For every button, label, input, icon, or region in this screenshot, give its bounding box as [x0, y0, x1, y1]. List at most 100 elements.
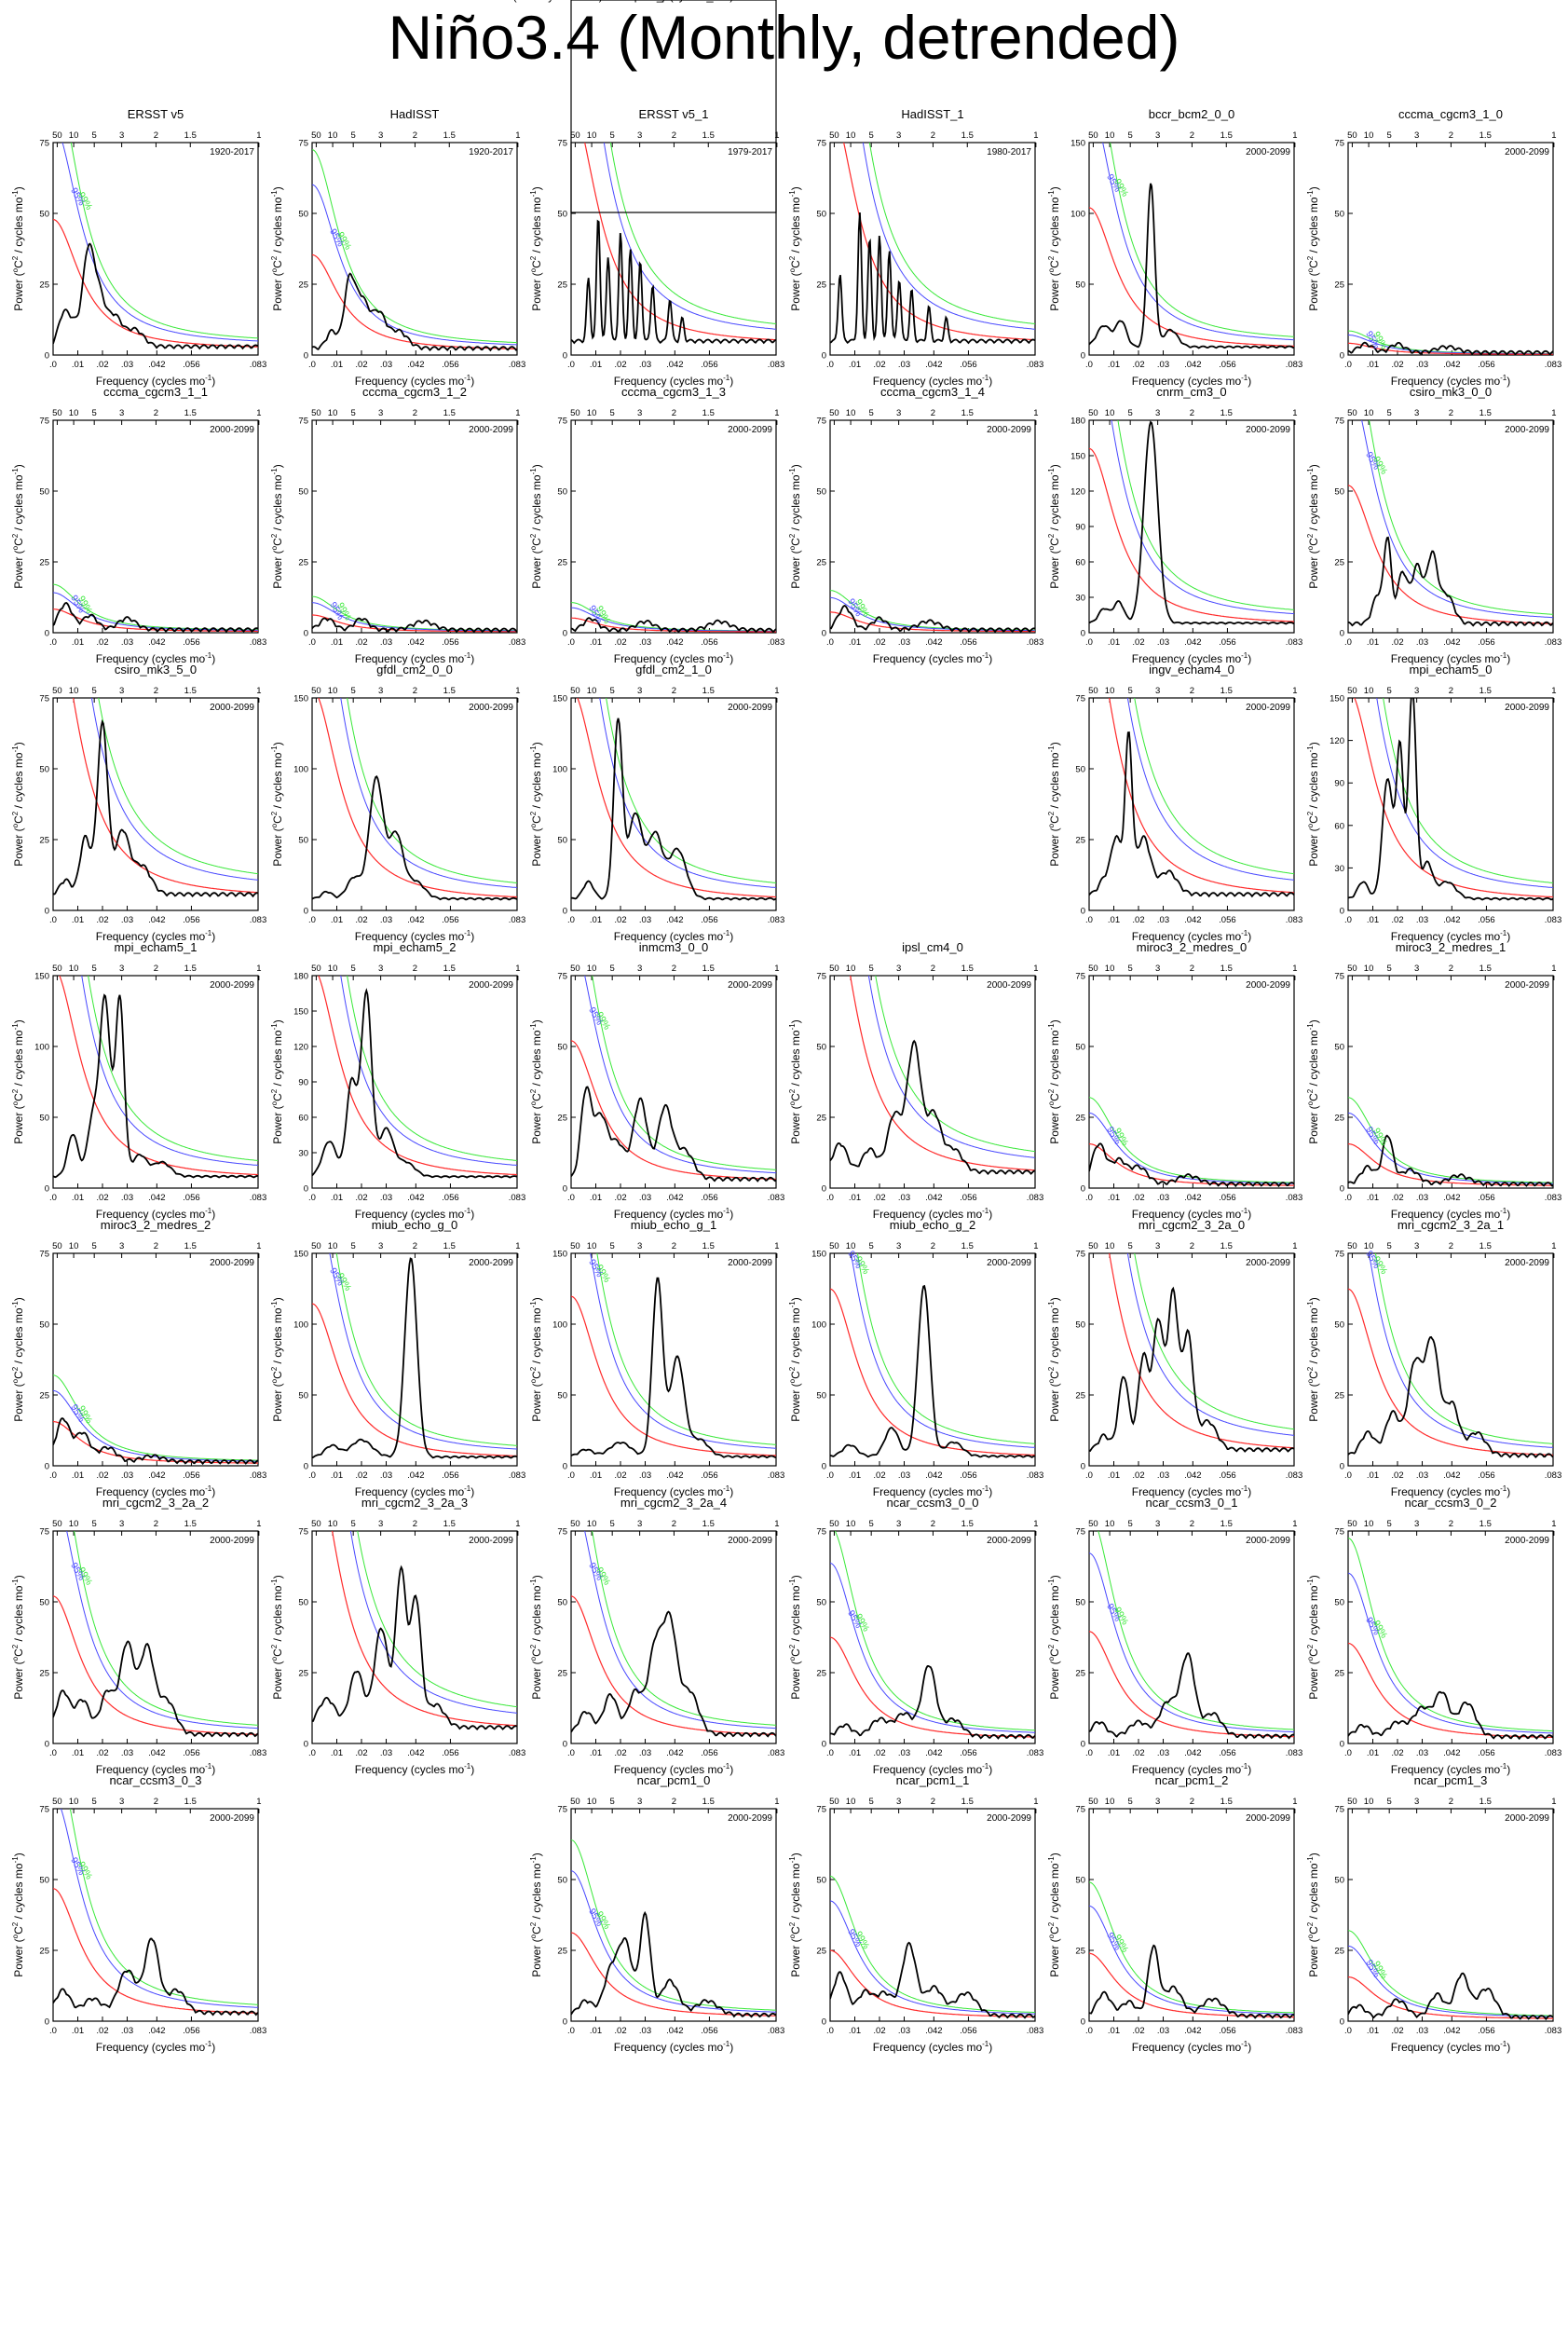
- period-tick-label: 1.5: [1479, 686, 1492, 696]
- x-tick-label: .01: [331, 915, 343, 925]
- period-tick-label: 3: [637, 1797, 642, 1807]
- x-axis-label: Frequency (cycles mo-1): [614, 1484, 734, 1498]
- spectrum-line: [312, 617, 517, 633]
- period-tick-label: 50: [311, 964, 321, 974]
- red-noise-curve: [571, 1595, 776, 1735]
- x-tick-label: .03: [639, 1470, 651, 1481]
- x-tick-label: .042: [1443, 637, 1461, 648]
- period-tick-label: 2: [931, 408, 935, 418]
- ci99-curve: [856, 1253, 1035, 1444]
- period-tick-label: 1.5: [702, 964, 715, 974]
- x-tick-label: .03: [380, 637, 392, 648]
- ci95-curve: [830, 1900, 1035, 2015]
- ci99-curve: [88, 976, 258, 1161]
- period-tick-label: 1: [1551, 1797, 1556, 1807]
- period-tick-label: 1: [1551, 1241, 1556, 1251]
- y-tick-label: 25: [1334, 558, 1344, 568]
- period-tick-label: 1: [1033, 408, 1038, 418]
- period-tick-label: 1.5: [1479, 964, 1492, 974]
- x-tick-label: .042: [148, 1193, 166, 1203]
- period-tick-label: 5: [1128, 964, 1133, 974]
- plot-frame: [570, 1252, 777, 1467]
- plot-frame: [1347, 975, 1554, 1189]
- chart-cccma-cgcm3-1-4: cccma_cgcm3_1_4 2000-2099 .0 .01 .02 .03 .042.…: [788, 385, 1043, 665]
- period-tick-label: 10: [1364, 1241, 1374, 1251]
- y-tick-label: 75: [1334, 1527, 1344, 1538]
- plot-frame: [829, 1530, 1036, 1744]
- y-tick-label: 75: [39, 139, 49, 149]
- x-axis-label: Frequency (cycles mo-1): [1132, 1484, 1252, 1498]
- period-tick-label: 3: [896, 1241, 901, 1251]
- period-tick-label: 1: [256, 964, 261, 974]
- chart-title: ncar_pcm1_3: [1414, 1773, 1488, 1787]
- red-noise-curve: [1348, 485, 1553, 624]
- y-axis-label: Power (oC2 / cycles mo-1): [529, 1575, 543, 1699]
- chart-mri-cgcm2-3-2a-1: mri_cgcm2_3_2a_1 2000-2099 .0 .01 .02 .03 .042…: [1306, 1218, 1561, 1498]
- x-tick-label: .056: [1219, 915, 1236, 925]
- y-axis-label: Power (oC2 / cycles mo-1): [11, 1575, 25, 1699]
- y-tick-label: 150: [1070, 452, 1085, 462]
- ci99-curve: [592, 1531, 776, 1726]
- ci95-curve: [599, 698, 776, 888]
- period-label: 2000-2099: [1246, 703, 1290, 713]
- period-tick-label: 5: [610, 686, 615, 696]
- period-tick-label: 3: [1155, 1241, 1160, 1251]
- y-axis-label: Power (oC2 / cycles mo-1): [788, 1853, 802, 1976]
- period-label: 2000-2099: [1505, 1813, 1549, 1824]
- x-tick-label: .083: [1027, 1470, 1044, 1481]
- y-axis-label: Power (oC2 / cycles mo-1): [529, 464, 543, 588]
- x-tick-label: .03: [898, 360, 910, 370]
- period-tick-label: 50: [1347, 1797, 1357, 1807]
- red-noise-curve: [318, 976, 517, 1176]
- x-tick-label: .0: [567, 0, 575, 3]
- period-tick-label: 10: [846, 130, 856, 141]
- chart-title: csiro_mk3_0_0: [1410, 385, 1492, 399]
- x-tick-label: .02: [614, 1748, 626, 1758]
- chart-title: mpi_echam5_0: [1410, 663, 1493, 677]
- x-tick-label: .01: [331, 360, 343, 370]
- chart-title: miub_echo_g_0: [372, 1218, 458, 1232]
- y-tick-label: 25: [557, 1114, 567, 1124]
- x-tick-label: .03: [898, 1748, 910, 1758]
- period-label: 2000-2099: [469, 425, 513, 435]
- y-tick-label: 180: [293, 972, 308, 982]
- ci99-curve: [1374, 1253, 1553, 1444]
- y-tick-label: 50: [39, 1114, 49, 1124]
- x-axis-label: Frequency (cycles mo-1): [96, 2040, 216, 2054]
- period-tick-label: 50: [1347, 964, 1357, 974]
- spectrum-line: [1089, 420, 1294, 625]
- y-tick-label: 25: [39, 1391, 49, 1401]
- x-tick-label: .083: [1545, 2026, 1562, 2036]
- x-tick-label: .0: [308, 1470, 316, 1481]
- x-tick-label: .042: [1443, 1193, 1461, 1203]
- chart-title: ncar_pcm1_1: [896, 1773, 970, 1787]
- x-tick-label: .01: [72, 915, 84, 925]
- chart-title: miub_echo_g_1: [631, 1218, 717, 1232]
- y-tick-label: 0: [563, 0, 567, 3]
- y-tick-label: 150: [552, 694, 567, 704]
- chart-title: miroc3_2_medres_2: [101, 1218, 211, 1232]
- x-tick-label: .03: [380, 360, 392, 370]
- chart-title: gfdl_cm2_1_0: [635, 663, 712, 677]
- period-label: 2000-2099: [987, 1813, 1031, 1824]
- y-axis-label: Power (oC2 / cycles mo-1): [1306, 1853, 1320, 1976]
- period-label: 2000-2099: [210, 1813, 254, 1824]
- x-tick-label: .02: [96, 637, 108, 648]
- chart-cccma-cgcm3-1-3: cccma_cgcm3_1_3 2000-2099 .0 .01 .02 .03 .042.…: [529, 385, 784, 665]
- x-tick-label: .056: [701, 915, 718, 925]
- x-tick-label: .02: [614, 0, 626, 3]
- period-tick-label: 50: [1088, 1797, 1098, 1807]
- period-tick-label: 1.5: [184, 1241, 197, 1251]
- x-tick-label: .03: [639, 1748, 651, 1758]
- x-tick-label: .083: [1286, 1748, 1303, 1758]
- x-tick-label: .0: [1085, 637, 1093, 648]
- period-tick-label: 1: [515, 1241, 520, 1251]
- plot-frame: [52, 1808, 259, 2022]
- period-label: 2000-2099: [469, 980, 513, 991]
- period-tick-label: 2: [154, 408, 158, 418]
- ci99-curve: [868, 143, 1035, 324]
- y-axis-label: Power (oC2 / cycles mo-1): [1047, 1019, 1061, 1143]
- period-tick-label: 1.5: [961, 408, 974, 418]
- chart-gfdl-cm2-0-0: gfdl_cm2_0_0 2000-2099 .0 .01 .02 .03 .042 .056…: [270, 663, 525, 943]
- ci99-curve: [1383, 698, 1553, 883]
